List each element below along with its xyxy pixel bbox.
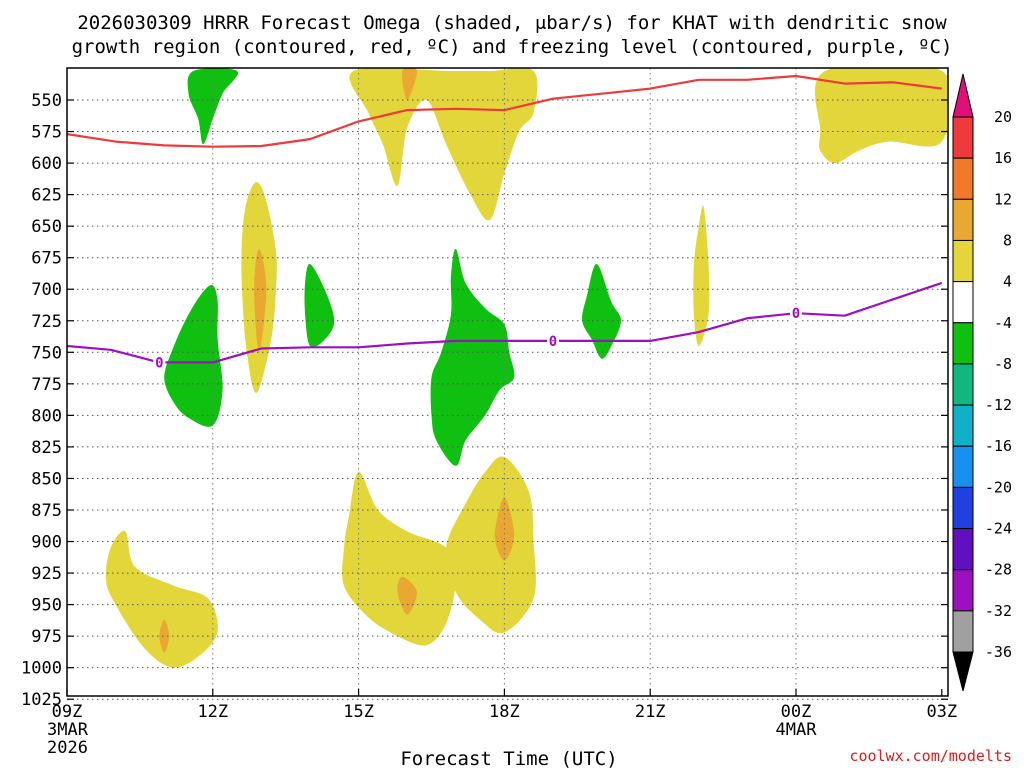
y-tick-label-950: 950 xyxy=(31,596,62,616)
x-tick-label-09Z: 09Z xyxy=(52,702,83,722)
omega-region-green-9 xyxy=(582,263,621,359)
y-axis-ticks: 550 575 600 625 650 675 700 725 750 775 800 825 850 8… xyxy=(21,91,948,710)
omega-region-yellow-3 xyxy=(815,68,948,164)
colorbar-swatch-0 xyxy=(952,116,974,159)
colorbar-label-9: -20 xyxy=(985,478,1012,496)
colorbar-label-1: 16 xyxy=(994,149,1012,167)
freezing-label-0: 0 xyxy=(155,355,163,371)
x-tick-label-18Z: 18Z xyxy=(489,702,520,722)
colorbar-swatch-3 xyxy=(952,239,974,283)
credit-text: coolwx.com/modelts xyxy=(849,747,1012,765)
omega-region-green-6 xyxy=(164,284,223,427)
colorbar: 20 16 12 8 4 -4 -8 -12 -16 -20 -24 -28 -32 -36 xyxy=(952,73,1012,692)
x-tick-label-03Z: 03Z xyxy=(926,702,957,722)
colorbar-swatch-12 xyxy=(952,610,974,653)
x-year-label-2026: 2026 xyxy=(47,738,88,758)
x-date-label-4MAR: 4MAR xyxy=(776,720,818,740)
colorbar-label-13: -36 xyxy=(985,643,1012,661)
omega-region-yellow-13 xyxy=(342,472,456,646)
colorbar-label-10: -24 xyxy=(985,520,1012,538)
colorbar-swatch-10 xyxy=(952,528,974,571)
colorbar-label-12: -32 xyxy=(985,602,1012,620)
colorbar-top-arrow xyxy=(952,73,974,118)
colorbar-label-4: 4 xyxy=(1003,273,1012,291)
y-tick-label-800: 800 xyxy=(31,406,62,426)
x-tick-label-15Z: 15Z xyxy=(343,702,374,722)
x-tick-label-00Z: 00Z xyxy=(781,702,812,722)
x-axis-label: Forecast Time (UTC) xyxy=(400,748,617,768)
omega-region-yellow-11 xyxy=(105,530,218,668)
omega-shaded-regions xyxy=(105,68,948,668)
grid-lines xyxy=(67,68,948,700)
y-tick-label-1000: 1000 xyxy=(21,659,62,679)
freezing-label-2: 0 xyxy=(792,306,800,322)
freezing-level-labels: 0 0 0 xyxy=(153,304,802,371)
colorbar-swatch-11 xyxy=(952,569,974,612)
colorbar-label-8: -16 xyxy=(985,437,1012,455)
colorbar-swatch-7 xyxy=(952,404,974,447)
omega-region-yellow-1 xyxy=(349,68,538,221)
plot-frame xyxy=(66,67,949,697)
colorbar-label-5: -4 xyxy=(994,314,1012,332)
colorbar-swatch-5 xyxy=(952,322,974,365)
omega-region-green-7 xyxy=(304,263,335,348)
omega-region-orange-5 xyxy=(254,248,267,353)
y-tick-label-1025: 1025 xyxy=(21,690,62,710)
omega-region-green-0 xyxy=(187,68,239,145)
omega-region-yellow-15 xyxy=(445,456,536,634)
colorbar-swatch-4 xyxy=(952,281,974,324)
omega-region-green-8 xyxy=(430,248,515,466)
omega-region-yellow-10 xyxy=(693,205,710,346)
y-tick-label-625: 625 xyxy=(31,186,62,206)
omega-region-orange-12 xyxy=(159,619,170,653)
colorbar-swatch-6 xyxy=(952,363,974,406)
y-tick-label-850: 850 xyxy=(31,469,62,489)
freezing-label-bg-0 xyxy=(153,353,166,371)
freezing-label-bg-1 xyxy=(547,331,559,349)
colorbar-swatch-1 xyxy=(952,157,974,200)
freezing-label-bg-2 xyxy=(790,304,802,322)
x-date-label-3MAR: 3MAR xyxy=(47,720,89,740)
y-tick-label-725: 725 xyxy=(31,312,62,332)
y-tick-label-550: 550 xyxy=(31,91,62,111)
chart-title-line1: 2026030309 HRRR Forecast Omega (shaded, … xyxy=(77,12,947,34)
colorbar-label-7: -12 xyxy=(985,396,1012,414)
y-tick-label-775: 775 xyxy=(31,375,62,395)
y-tick-label-675: 675 xyxy=(31,249,62,269)
colorbar-label-11: -28 xyxy=(985,561,1012,579)
x-tick-label-21Z: 21Z xyxy=(635,702,666,722)
y-tick-label-825: 825 xyxy=(31,438,62,458)
y-tick-label-750: 750 xyxy=(31,343,62,363)
y-tick-label-600: 600 xyxy=(31,154,62,174)
omega-region-orange-14 xyxy=(397,576,417,615)
y-tick-label-875: 875 xyxy=(31,501,62,521)
colorbar-swatch-2 xyxy=(952,198,974,241)
chart-title-line2: growth region (contoured, red, ºC) and f… xyxy=(72,36,953,58)
y-tick-label-650: 650 xyxy=(31,217,62,237)
x-tick-label-12Z: 12Z xyxy=(197,702,228,722)
omega-region-orange-2 xyxy=(401,68,417,100)
colorbar-swatch-8 xyxy=(952,445,974,488)
y-tick-label-575: 575 xyxy=(31,123,62,143)
y-tick-label-900: 900 xyxy=(31,533,62,553)
dendritic-snow-growth-contour xyxy=(67,74,942,148)
colorbar-label-0: 20 xyxy=(994,108,1012,126)
colorbar-swatch-9 xyxy=(952,486,974,530)
colorbar-label-2: 12 xyxy=(994,190,1012,208)
colorbar-bottom-arrow xyxy=(952,651,974,692)
colorbar-label-3: 8 xyxy=(1003,231,1012,249)
freezing-label-1: 0 xyxy=(549,334,557,350)
y-tick-label-975: 975 xyxy=(31,627,62,647)
y-tick-label-925: 925 xyxy=(31,564,62,584)
colorbar-label-6: -8 xyxy=(994,355,1012,373)
y-tick-label-700: 700 xyxy=(31,280,62,300)
